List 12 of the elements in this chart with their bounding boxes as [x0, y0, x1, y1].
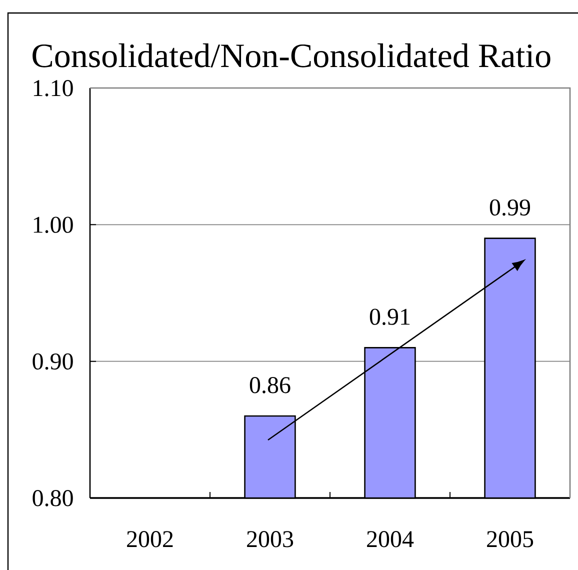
data-label: 0.86 — [250, 377, 290, 394]
x-tick-label: 2005 — [487, 531, 534, 548]
data-label: 0.99 — [490, 199, 530, 216]
chart-title: Consolidated/Non-Consolidated Ratio — [32, 43, 550, 68]
x-tick-label: 2004 — [367, 531, 414, 548]
y-tick-label: 0.80 — [32, 490, 73, 506]
x-tick-label: 2003 — [247, 531, 294, 548]
x-tick-label: 2002 — [127, 531, 173, 548]
y-tick-label: 1.10 — [34, 80, 73, 96]
y-tick-label: 1.00 — [34, 216, 73, 234]
y-tick-label: 0.90 — [32, 353, 73, 370]
data-label: 0.91 — [370, 308, 410, 326]
